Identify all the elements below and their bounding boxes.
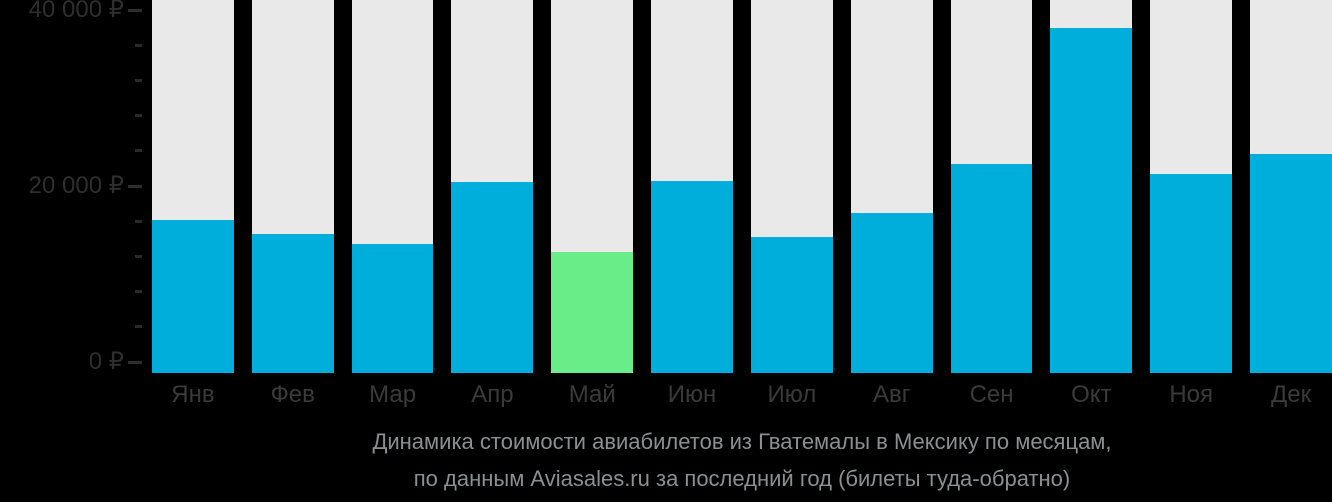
x-tick-label: Янв bbox=[171, 381, 215, 408]
bar-column bbox=[251, 0, 334, 373]
y-tick-label: 40 000 ₽ bbox=[28, 0, 124, 23]
bars-container bbox=[152, 0, 1332, 373]
x-tick-label: Май bbox=[568, 381, 616, 408]
y-minor-tick bbox=[135, 149, 142, 153]
bar-column bbox=[551, 0, 634, 373]
y-major-tick bbox=[128, 184, 142, 188]
bar-column bbox=[950, 0, 1033, 373]
y-minor-tick bbox=[135, 254, 142, 258]
bar bbox=[1150, 173, 1233, 373]
y-major-tick bbox=[128, 8, 142, 12]
caption-line-2: по данным Aviasales.ru за последний год … bbox=[413, 466, 1071, 491]
y-minor-tick bbox=[135, 78, 142, 82]
plot-area: 0 ₽ 20 000 ₽ 40 000 ₽ bbox=[0, 0, 1332, 375]
y-tick-label: 20 000 ₽ bbox=[28, 172, 124, 199]
x-tick-label: Июл bbox=[767, 381, 817, 408]
bar bbox=[850, 213, 933, 373]
bar-column bbox=[651, 0, 733, 373]
x-tick-label: Ноя bbox=[1169, 381, 1214, 408]
y-minor-tick bbox=[135, 325, 142, 329]
bar-column bbox=[1050, 0, 1133, 373]
bar-column bbox=[152, 0, 234, 373]
bar bbox=[1250, 154, 1332, 373]
bar bbox=[251, 234, 334, 373]
y-minor-tick bbox=[135, 43, 142, 47]
bar-column bbox=[1250, 0, 1332, 373]
bar-column bbox=[850, 0, 933, 373]
bar-highlighted bbox=[551, 252, 634, 373]
x-tick-label: Фев bbox=[270, 381, 315, 408]
bar bbox=[451, 181, 534, 373]
bar bbox=[351, 244, 434, 373]
caption-line-1: Динамика стоимости авиабилетов из Гватем… bbox=[372, 429, 1112, 454]
bar-column bbox=[451, 0, 534, 373]
y-axis: 0 ₽ 20 000 ₽ 40 000 ₽ bbox=[0, 0, 152, 375]
bar-column bbox=[1150, 0, 1233, 373]
bar bbox=[651, 180, 733, 373]
x-tick-label: Апр bbox=[471, 381, 514, 408]
chart-caption: Динамика стоимости авиабилетов из Гватем… bbox=[152, 423, 1332, 497]
x-axis: Янв Фев Мар Апр Май Июн Июл Авг Сен Окт Ноя Дек bbox=[152, 380, 1332, 410]
x-tick-label: Мар bbox=[369, 381, 417, 408]
y-minor-tick bbox=[135, 114, 142, 118]
y-tick-label: 0 ₽ bbox=[88, 348, 124, 375]
bar bbox=[950, 164, 1033, 373]
bar bbox=[1050, 27, 1133, 373]
x-tick-label: Июн bbox=[667, 381, 717, 408]
x-tick-label: Сен bbox=[969, 381, 1014, 408]
y-minor-tick bbox=[135, 290, 142, 294]
bar-column bbox=[351, 0, 434, 373]
y-minor-tick bbox=[135, 219, 142, 223]
y-major-tick bbox=[128, 360, 142, 364]
x-tick-label: Окт bbox=[1071, 381, 1112, 408]
bar bbox=[152, 220, 234, 373]
x-tick-label: Дек bbox=[1270, 381, 1312, 408]
x-tick-label: Авг bbox=[872, 381, 911, 408]
bar bbox=[750, 237, 833, 373]
bar-column bbox=[750, 0, 833, 373]
